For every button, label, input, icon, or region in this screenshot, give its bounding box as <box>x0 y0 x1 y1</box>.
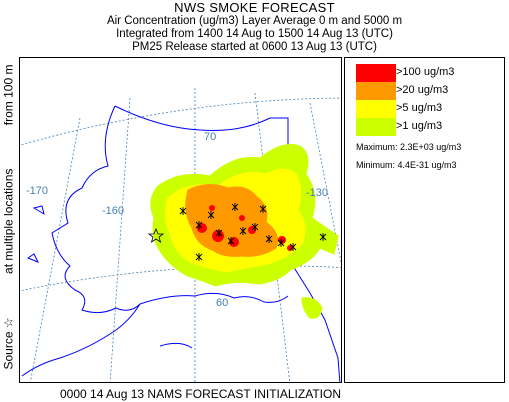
release-height-label: from 100 m <box>1 64 16 126</box>
legend-swatch-gt5 <box>356 100 396 118</box>
lat-label-70: 70 <box>204 131 216 143</box>
concentration-subtitle: Air Concentration (ug/m3) Layer Average … <box>106 15 403 27</box>
source-label: Source ☆ <box>1 317 16 370</box>
alaska-coastline <box>21 105 341 382</box>
integration-period: Integrated from 1400 14 Aug to 1500 14 A… <box>116 28 393 40</box>
legend-swatch-gt20 <box>356 82 396 100</box>
legend-swatch-gt1 <box>356 118 396 136</box>
release-start: PM25 Release started at 0600 13 Aug 13 (… <box>132 41 377 53</box>
lat-label-60: 60 <box>216 297 228 309</box>
legend-swatch-gt100 <box>356 64 396 82</box>
maximum-concentration: Maximum: 2.3E+03 ug/m3 <box>356 142 462 152</box>
fire-source-markers <box>179 203 327 261</box>
legend-label-gt100: >100 ug/m3 <box>396 66 455 78</box>
lon-label-170: -170 <box>26 185 48 197</box>
smoke-gt20-area <box>185 184 279 257</box>
smoke-map: -170 -160 -130 70 60 <box>19 57 342 383</box>
concentration-legend: >100 ug/m3 >20 ug/m3 >5 ug/m3 >1 ug/m3 M… <box>344 57 505 383</box>
smoke-gt1-south <box>301 297 323 319</box>
minimum-concentration: Minimum: 4.4E-31 ug/m3 <box>356 160 457 170</box>
legend-label-gt5: >5 ug/m3 <box>396 102 443 114</box>
legend-label-gt20: >20 ug/m3 <box>396 84 449 96</box>
map-canvas: -170 -160 -130 70 60 <box>20 88 341 382</box>
lon-label-130: -130 <box>306 187 328 199</box>
source-side-label: Source ☆ at multiple locations from 100 … <box>2 65 16 370</box>
legend-label-gt1: >1 ug/m3 <box>396 120 443 132</box>
multiple-locations-label: at multiple locations <box>1 168 16 274</box>
source-star-icon <box>147 227 165 243</box>
lon-label-160: -160 <box>102 205 124 217</box>
forecast-initialization: 0000 14 Aug 13 NAMS FORECAST INITIALIZAT… <box>60 387 341 401</box>
forecast-title: NWS SMOKE FORECAST <box>174 0 335 15</box>
